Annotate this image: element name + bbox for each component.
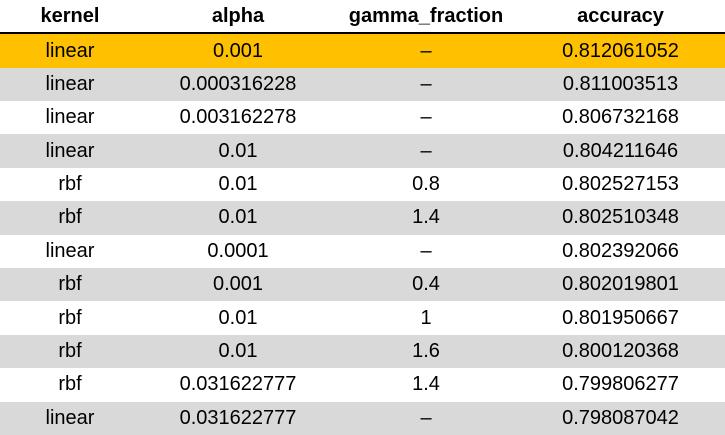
table-row: linear 0.003162278 – 0.806732168 (0, 101, 725, 135)
cell-gamma-fraction: – (420, 139, 432, 162)
column-header-gamma-fraction: gamma_fraction (348, 4, 504, 27)
cell-alpha: 0.01 (218, 206, 258, 229)
cell-kernel: linear (45, 72, 95, 95)
cell-gamma-fraction: – (420, 39, 432, 62)
cell-kernel: rbf (58, 306, 82, 329)
cell-gamma-fraction: 1 (420, 306, 432, 329)
cell-alpha: 0.001 (212, 39, 264, 62)
cell-alpha: 0.01 (218, 173, 258, 196)
cell-accuracy: 0.812061052 (562, 39, 679, 62)
cell-accuracy: 0.798087042 (562, 406, 679, 429)
table-row: rbf 0.01 1 0.801950667 (0, 301, 725, 335)
cell-gamma-fraction: 1.4 (412, 206, 440, 229)
cell-accuracy: 0.802392066 (562, 239, 679, 262)
cell-kernel: linear (45, 406, 95, 429)
cell-gamma-fraction: 0.4 (412, 273, 440, 296)
cell-alpha: 0.003162278 (179, 106, 297, 129)
cell-accuracy: 0.811003513 (562, 72, 679, 95)
cell-alpha: 0.031622777 (179, 373, 297, 396)
cell-accuracy: 0.802510348 (562, 206, 679, 229)
cell-kernel: linear (45, 239, 95, 262)
cell-gamma-fraction: – (420, 72, 432, 95)
cell-kernel: rbf (58, 173, 82, 196)
cell-accuracy: 0.802527153 (562, 173, 679, 196)
cell-alpha: 0.01 (218, 139, 258, 162)
table-row: linear 0.0001 – 0.802392066 (0, 234, 725, 269)
cell-gamma-fraction: 0.8 (412, 173, 440, 196)
table-row: rbf 0.001 0.4 0.802019801 (0, 268, 725, 302)
cell-kernel: rbf (58, 373, 82, 396)
cell-kernel: rbf (58, 206, 82, 229)
cell-alpha: 0.031622777 (179, 406, 297, 429)
table-row: rbf 0.01 1.4 0.802510348 (0, 201, 725, 235)
cell-kernel: linear (45, 139, 95, 162)
table-row: linear 0.001 – 0.812061052 (0, 34, 725, 68)
cell-kernel: rbf (58, 273, 82, 296)
cell-accuracy: 0.806732168 (562, 106, 679, 129)
table-row: linear 0.031622777 – 0.798087042 (0, 401, 725, 435)
cell-accuracy: 0.799806277 (562, 373, 679, 396)
cell-accuracy: 0.802019801 (562, 273, 679, 296)
cell-alpha: 0.001 (212, 273, 264, 296)
cell-accuracy: 0.800120368 (562, 340, 679, 363)
cell-kernel: rbf (58, 340, 82, 363)
table-row: linear 0.01 – 0.804211646 (0, 134, 725, 168)
cell-gamma-fraction: 1.6 (412, 340, 440, 363)
cell-gamma-fraction: – (420, 239, 432, 262)
cell-gamma-fraction: 1.4 (412, 373, 440, 396)
cell-alpha: 0.0001 (207, 239, 269, 262)
table-body: linear 0.001 – 0.812061052 linear 0.000316228… (0, 34, 725, 435)
cell-accuracy: 0.801950667 (562, 306, 679, 329)
column-header-alpha: alpha (211, 4, 265, 27)
table-row: rbf 0.01 0.8 0.802527153 (0, 167, 725, 202)
table-row: rbf 0.031622777 1.4 0.799806277 (0, 368, 725, 402)
cell-alpha: 0.01 (218, 306, 258, 329)
cell-accuracy: 0.804211646 (562, 139, 679, 162)
cell-kernel: linear (45, 39, 95, 62)
cell-gamma-fraction: – (420, 406, 432, 429)
cell-alpha: 0.000316228 (179, 72, 297, 95)
table-row: rbf 0.01 1.6 0.800120368 (0, 334, 725, 369)
table-header-row: kernel alpha gamma_fraction accuracy (0, 0, 725, 35)
column-header-kernel: kernel (40, 4, 100, 27)
cell-alpha: 0.01 (218, 340, 258, 363)
table-row: linear 0.000316228 – 0.811003513 (0, 67, 725, 102)
cell-gamma-fraction: – (420, 106, 432, 129)
cell-kernel: linear (45, 106, 95, 129)
column-header-accuracy: accuracy (577, 4, 664, 27)
